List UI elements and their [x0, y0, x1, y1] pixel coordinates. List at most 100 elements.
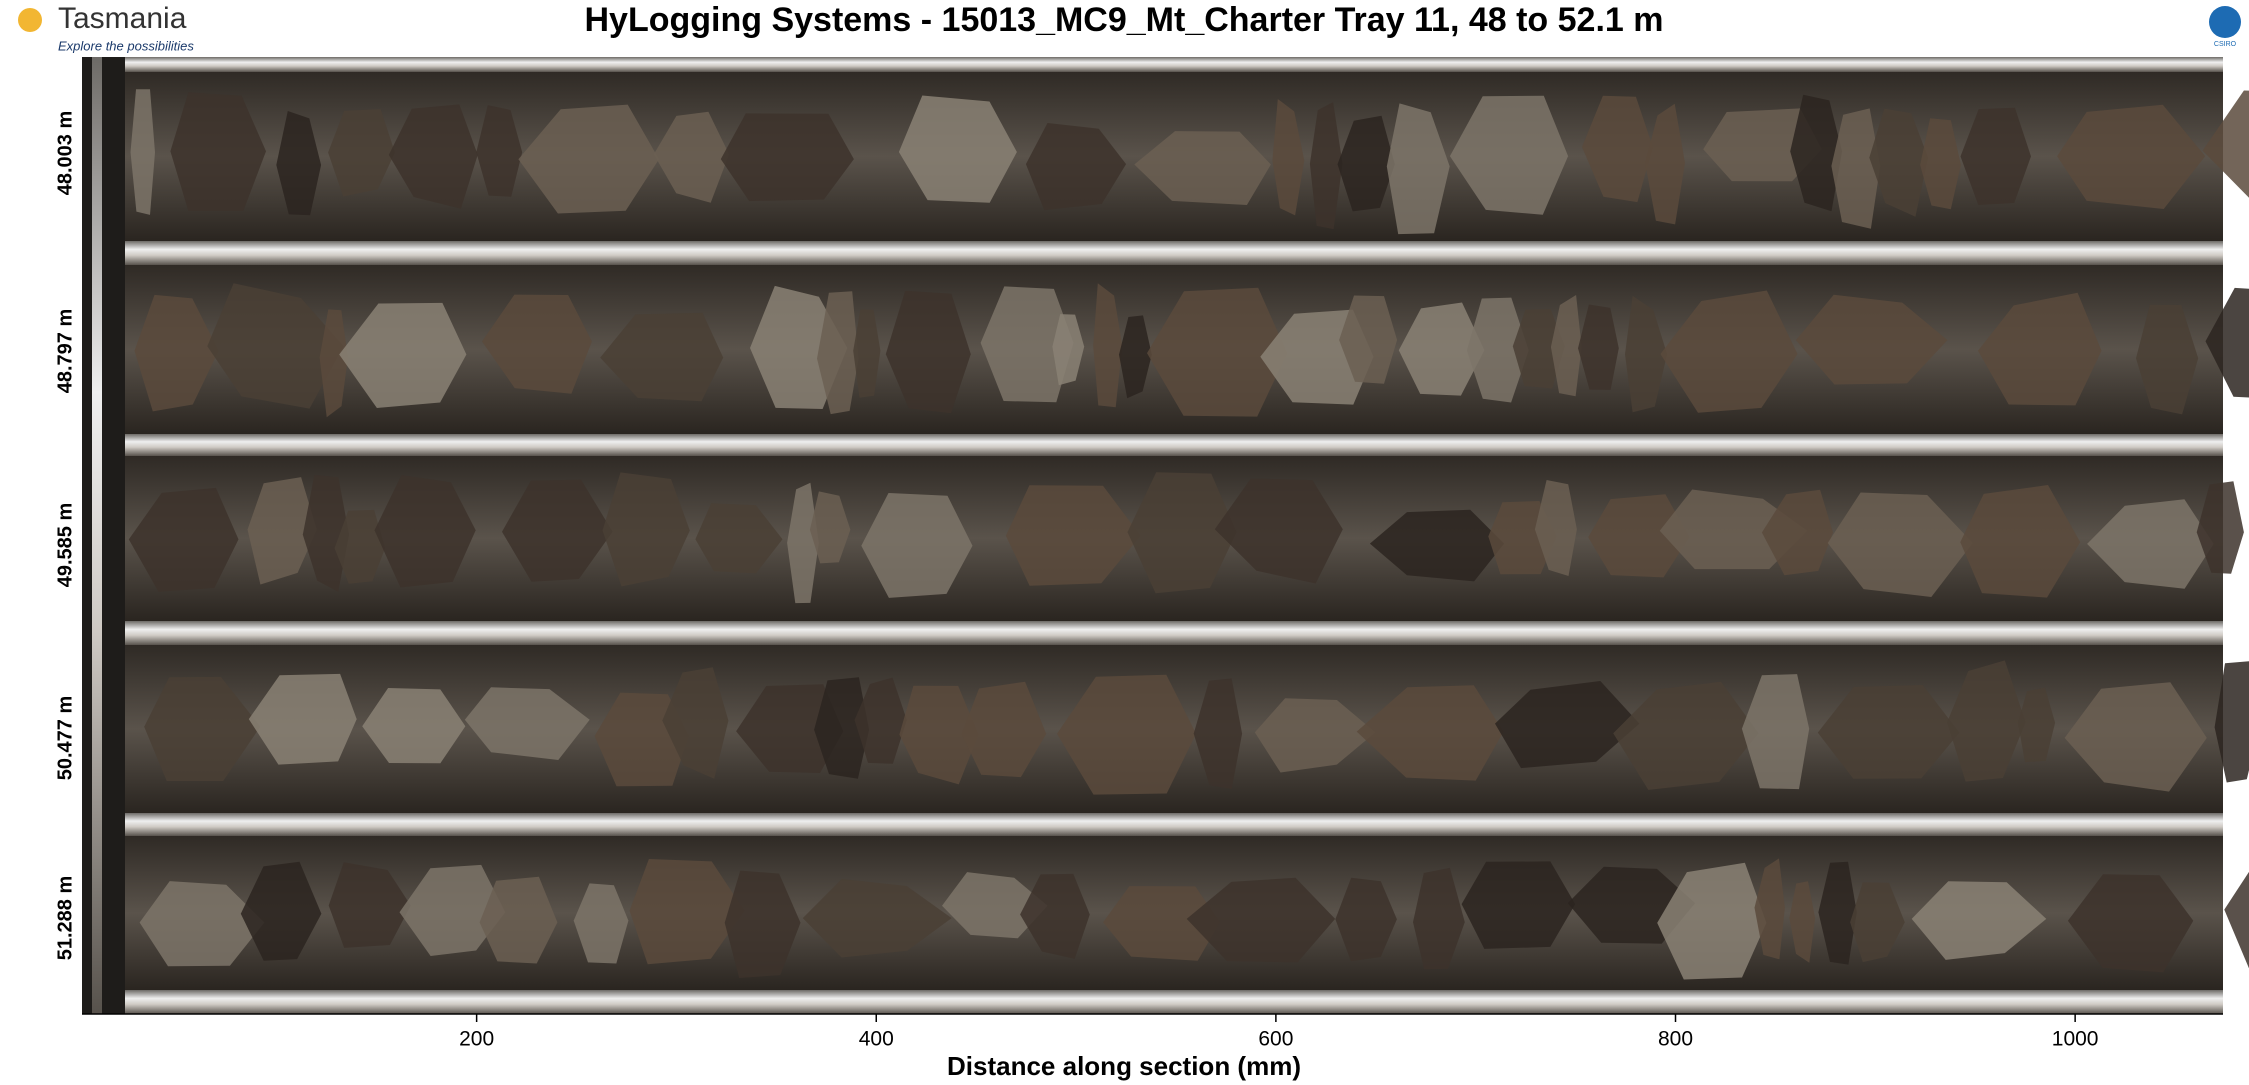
tray-divider: [82, 813, 2223, 836]
rock-fragment: [1356, 685, 1504, 781]
rock-fragment: [662, 667, 729, 779]
rock-fragment: [898, 95, 1017, 203]
rock-fragment: [128, 487, 239, 592]
rock-fragment: [1057, 674, 1197, 795]
rock-fragment: [1578, 304, 1619, 390]
rock-fragment: [302, 475, 350, 592]
x-tick-label: 800: [1658, 1028, 1693, 1051]
x-axis: Distance along section (mm) 200 400 600 800…: [82, 1013, 2223, 1081]
rock-fragment: [1645, 103, 1685, 225]
rock-fragment: [1214, 478, 1343, 584]
rock-fragment: [1613, 681, 1759, 790]
rock-fragment: [2202, 90, 2249, 198]
rock-fragment: [1186, 877, 1336, 963]
rock-fragment: [248, 673, 357, 765]
rock-fragment: [1093, 283, 1123, 408]
rock-fragment: [2136, 304, 2199, 415]
rock-fragment: [2067, 874, 2194, 973]
rock-fragment: [1659, 489, 1808, 570]
rock-fragment: [476, 105, 523, 197]
rock-fragment: [1020, 873, 1090, 959]
rock-fragment: [1741, 674, 1810, 790]
rock-fragment: [2196, 481, 2244, 574]
tray-divider: [82, 57, 2223, 72]
rock-fragment: [1127, 472, 1237, 594]
rock-fragment: [573, 883, 629, 964]
rock-fragment: [720, 113, 854, 202]
rock-fragment: [276, 111, 322, 216]
rock-fragment: [2057, 104, 2206, 209]
rock-fragment: [1512, 309, 1565, 389]
rock-fragment: [518, 104, 659, 214]
rock-fragment: [1413, 867, 1465, 970]
rock-fragment: [1005, 485, 1141, 586]
x-tick-label: 600: [1258, 1028, 1293, 1051]
rock-fragment: [1960, 485, 2081, 598]
rock-fragment: [1449, 95, 1569, 215]
rock-fragment: [144, 676, 261, 781]
rock-fragment: [1466, 297, 1529, 403]
rock-fragment: [861, 493, 973, 598]
rock-fragment: [207, 283, 344, 409]
logo-sun: [18, 8, 42, 32]
rock-fragment: [240, 861, 322, 961]
y-labels: 48.003 m 48.797 m 49.585 m 50.477 m 51.288 m: [54, 111, 76, 961]
rock-fragment: [1625, 295, 1668, 413]
rock-fragment: [502, 479, 613, 582]
title: HyLogging Systems - 15013_MC9_Mt_Charter…: [584, 1, 1663, 39]
rock-fragment: [2224, 871, 2249, 969]
rock-fragment: [482, 294, 592, 394]
y-label: 48.003 m: [54, 111, 76, 196]
rock-fragment: [961, 681, 1047, 778]
rock-fragment: [464, 687, 590, 760]
rock-fragment: [724, 870, 801, 978]
rock-fragment: [854, 677, 907, 764]
rock-fragment: [319, 309, 348, 418]
rock-fragment: [362, 688, 466, 764]
rock-fragment: [1386, 103, 1450, 235]
y-label: 50.477 m: [54, 696, 76, 781]
rock-fragment: [602, 472, 690, 587]
rock-fragment: [130, 89, 155, 215]
rock-fragment: [374, 475, 476, 588]
rock-fragment: [170, 92, 266, 211]
rock-fragment: [1534, 480, 1577, 576]
rock-fragment: [1588, 494, 1690, 578]
rock-fragment: [339, 302, 467, 408]
rock-fragment: [1789, 881, 1816, 963]
rock-fragment: [1134, 131, 1271, 205]
rock-fragment: [247, 477, 317, 585]
logo-tagline: Explore the possibilities: [58, 38, 194, 53]
tray-divider: [82, 621, 2223, 645]
x-axis-label: Distance along section (mm): [947, 1051, 1301, 1081]
logo-text: Tasmania: [58, 2, 187, 35]
rock-fragment: [2205, 287, 2249, 398]
rock-fragment: [2017, 687, 2056, 763]
rock-fragment: [1272, 99, 1305, 216]
tray-divider: [82, 990, 2223, 1014]
rock-fragment: [1911, 881, 2047, 960]
core-tray: [82, 57, 2249, 1014]
y-label: 51.288 m: [54, 876, 76, 961]
rock-fragment: [1025, 123, 1127, 211]
rock-fragment: [629, 859, 745, 965]
x-tick-label: 400: [859, 1028, 894, 1051]
rock-fragment: [1920, 118, 1961, 210]
csiro-text: CSIRO: [2214, 41, 2237, 48]
rock-fragment: [1254, 698, 1376, 773]
rock-fragment: [1818, 861, 1857, 965]
rock-fragment: [479, 876, 558, 964]
y-label: 49.585 m: [54, 503, 76, 588]
rock-fragment: [1795, 294, 1948, 385]
rock-fragment: [334, 509, 386, 584]
rock-fragment: [139, 881, 265, 967]
rock-fragment: [980, 286, 1074, 403]
rock-fragment: [134, 294, 219, 412]
rock-fragment: [388, 104, 478, 209]
rock-fragment: [885, 290, 971, 414]
rock-fragment: [1335, 877, 1397, 962]
rock-fragment: [1339, 295, 1398, 384]
logo: Tasmania Explore the possibilities: [18, 2, 194, 53]
tray-frame-edge: [92, 57, 102, 1014]
